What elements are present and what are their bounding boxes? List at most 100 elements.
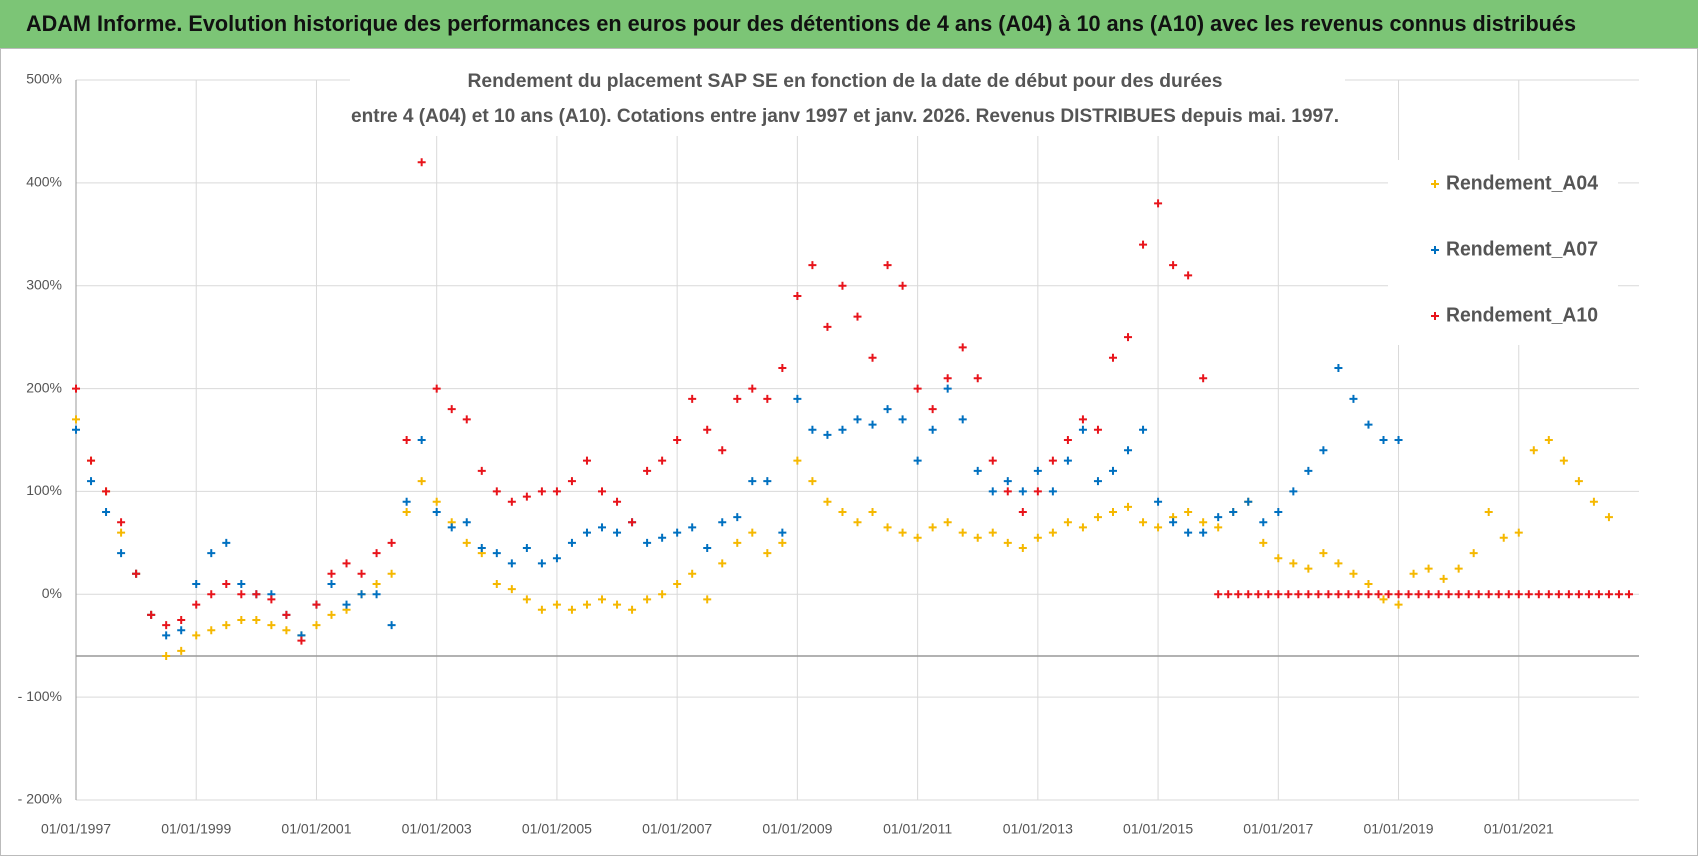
point bbox=[598, 487, 607, 496]
point bbox=[973, 374, 982, 383]
point bbox=[1003, 487, 1012, 496]
point bbox=[462, 538, 471, 547]
point bbox=[162, 621, 171, 630]
point bbox=[1018, 544, 1027, 552]
x-tick-label: 01/01/2017 bbox=[1243, 821, 1313, 837]
x-tick-label: 01/01/2019 bbox=[1363, 821, 1433, 837]
point bbox=[117, 549, 126, 558]
point bbox=[1199, 528, 1208, 537]
point bbox=[688, 523, 697, 532]
point bbox=[1514, 528, 1523, 537]
point bbox=[132, 569, 141, 578]
point bbox=[1294, 590, 1303, 599]
point bbox=[372, 580, 381, 588]
point bbox=[402, 436, 411, 444]
point bbox=[793, 292, 802, 300]
point bbox=[1229, 508, 1238, 516]
point bbox=[943, 384, 952, 393]
point bbox=[222, 580, 231, 588]
point bbox=[1284, 590, 1293, 599]
point bbox=[868, 508, 877, 516]
y-tick-label: 500% bbox=[26, 71, 62, 87]
point bbox=[1604, 513, 1613, 522]
point bbox=[117, 518, 126, 527]
point bbox=[1154, 497, 1163, 506]
point bbox=[1334, 590, 1343, 599]
point bbox=[177, 616, 186, 624]
point bbox=[282, 610, 291, 619]
point bbox=[1139, 425, 1148, 434]
page-title: ADAM Informe. Evolution historique des p… bbox=[26, 11, 1576, 36]
point bbox=[988, 528, 997, 537]
point bbox=[1184, 271, 1193, 280]
point bbox=[237, 580, 246, 588]
point bbox=[147, 610, 156, 619]
point bbox=[1624, 590, 1633, 599]
point bbox=[1154, 199, 1163, 208]
point bbox=[1093, 477, 1102, 486]
point bbox=[988, 487, 997, 496]
point bbox=[973, 466, 982, 475]
point bbox=[582, 528, 591, 537]
point bbox=[808, 477, 817, 486]
chart-title: Rendement du placement SAP SE en fonctio… bbox=[468, 71, 1223, 92]
point bbox=[357, 569, 366, 578]
point bbox=[1349, 569, 1358, 578]
y-tick-label: - 100% bbox=[18, 688, 62, 704]
point bbox=[733, 513, 742, 522]
point bbox=[763, 549, 772, 558]
point bbox=[703, 425, 712, 434]
point bbox=[432, 497, 441, 506]
point bbox=[162, 631, 171, 640]
point bbox=[1003, 477, 1012, 486]
point bbox=[462, 518, 471, 527]
point bbox=[87, 477, 96, 486]
point bbox=[1559, 456, 1568, 465]
point bbox=[838, 281, 847, 290]
point bbox=[1504, 590, 1513, 599]
x-tick-label: 01/01/2011 bbox=[883, 821, 952, 837]
point bbox=[1169, 261, 1178, 270]
point bbox=[177, 646, 186, 655]
point bbox=[522, 544, 531, 552]
point bbox=[1554, 590, 1563, 599]
point bbox=[1093, 425, 1102, 434]
point bbox=[1124, 502, 1133, 511]
point bbox=[1454, 564, 1463, 573]
point bbox=[733, 538, 742, 547]
point bbox=[838, 508, 847, 516]
point bbox=[1544, 590, 1553, 599]
point bbox=[1334, 364, 1343, 372]
point bbox=[1314, 590, 1323, 599]
point bbox=[1214, 523, 1223, 532]
point bbox=[763, 394, 772, 403]
point bbox=[913, 384, 922, 393]
point bbox=[1033, 466, 1042, 475]
point bbox=[1544, 436, 1553, 444]
point bbox=[1063, 456, 1072, 465]
point bbox=[943, 518, 952, 527]
point bbox=[1254, 590, 1263, 599]
point bbox=[1264, 590, 1273, 599]
point bbox=[1574, 590, 1583, 599]
point bbox=[402, 508, 411, 516]
point bbox=[237, 616, 246, 624]
point bbox=[252, 616, 261, 624]
point bbox=[1529, 446, 1538, 455]
point bbox=[432, 508, 441, 516]
point bbox=[883, 523, 892, 532]
point bbox=[1274, 554, 1283, 563]
point bbox=[1259, 518, 1268, 527]
point bbox=[1018, 508, 1027, 516]
legend-label: Rendement_A10 bbox=[1446, 304, 1598, 326]
point bbox=[1199, 374, 1208, 383]
point bbox=[913, 456, 922, 465]
point bbox=[883, 405, 892, 414]
point bbox=[417, 158, 426, 167]
x-tick-label: 01/01/1999 bbox=[161, 821, 231, 837]
point bbox=[823, 497, 832, 506]
point bbox=[282, 626, 291, 635]
point bbox=[1499, 533, 1508, 542]
point bbox=[222, 538, 231, 547]
point bbox=[1003, 538, 1012, 547]
